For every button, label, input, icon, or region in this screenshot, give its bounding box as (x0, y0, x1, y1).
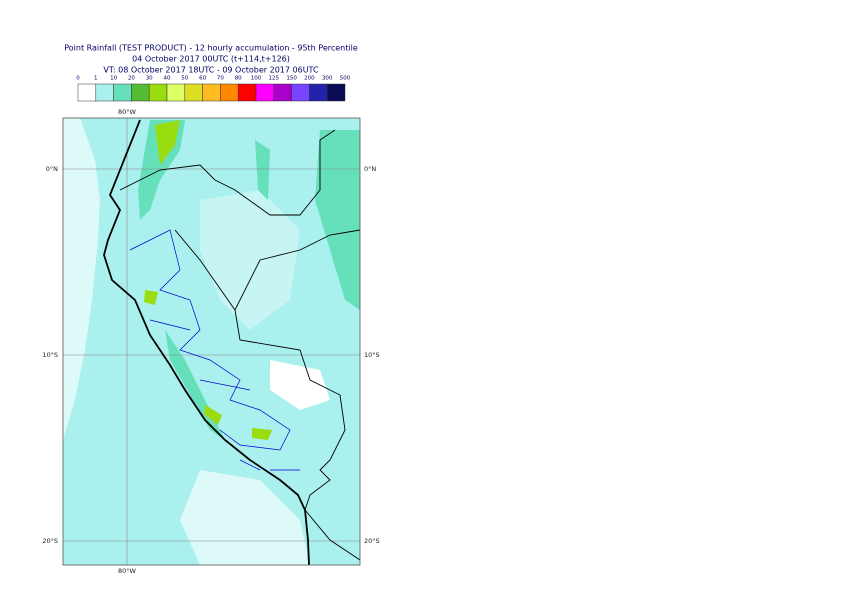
map: 80°W 80°W 0°N 0°N 10°S 10°S 20°S 20°S (42, 108, 379, 575)
legend-label: 0 (76, 76, 80, 82)
legend-label: 80 (235, 76, 242, 82)
graticule (63, 118, 360, 565)
legend-label: 20 (128, 76, 135, 82)
legend-swatch (202, 83, 221, 102)
dry-area (63, 118, 100, 440)
valid-time: VT: 08 October 2017 18UTC - 09 October 2… (103, 66, 319, 75)
dry-area (270, 360, 330, 410)
coastline (103, 119, 310, 566)
lat-label: 20°S (364, 537, 380, 545)
lat-label: 0°N (364, 165, 376, 173)
lat-label: 20°S (42, 537, 58, 545)
legend-label: 500 (340, 76, 351, 82)
legend-swatch (220, 83, 239, 102)
legend-swatch (291, 83, 310, 102)
lon-label: 80°W (118, 567, 137, 575)
legend-swatch (273, 83, 292, 102)
legend-swatch (326, 83, 346, 102)
legend-label: 100 (251, 76, 262, 82)
lat-label: 0°N (46, 165, 58, 173)
legend-label: 50 (181, 76, 188, 82)
lat-label: 10°S (42, 351, 58, 359)
lat-label: 10°S (364, 351, 380, 359)
region-border (129, 229, 300, 471)
legend-swatch (166, 83, 186, 102)
legend-label: 30 (146, 76, 153, 82)
wet-area (144, 290, 158, 305)
legend-swatch (255, 83, 275, 102)
wet-area (155, 120, 180, 165)
wet-area (255, 140, 270, 200)
legend-swatch (148, 83, 168, 102)
wet-area (252, 428, 272, 440)
base-time: 04 October 2017 00UTC (t+114,t+126) (132, 55, 290, 64)
border (119, 129, 361, 561)
legend-swatch (237, 83, 257, 102)
legend-swatch (95, 83, 114, 102)
legend-label: 150 (286, 76, 297, 82)
lon-label: 80°W (118, 108, 137, 116)
legend-label: 125 (269, 76, 280, 82)
legend-swatch (309, 83, 328, 102)
legend-label: 1 (94, 76, 98, 82)
legend-label: 70 (217, 76, 224, 82)
legend-label: 40 (164, 76, 171, 82)
legend-swatch (77, 83, 97, 102)
title: Point Rainfall (TEST PRODUCT) - 12 hourl… (64, 44, 358, 53)
legend-label: 200 (304, 76, 315, 82)
legend-label: 300 (322, 76, 333, 82)
map-frame (62, 117, 361, 566)
legend-swatch (131, 83, 150, 102)
legend-label: 10 (110, 76, 117, 82)
wet-area (315, 130, 360, 310)
wet-area (204, 405, 222, 425)
legend-swatch (113, 83, 132, 102)
legend: 0 1 10 20 30 40 50 60 70 80 100 125 150 200 300 500 (76, 76, 351, 102)
legend-label: 60 (199, 76, 206, 82)
legend-swatch (184, 83, 203, 102)
